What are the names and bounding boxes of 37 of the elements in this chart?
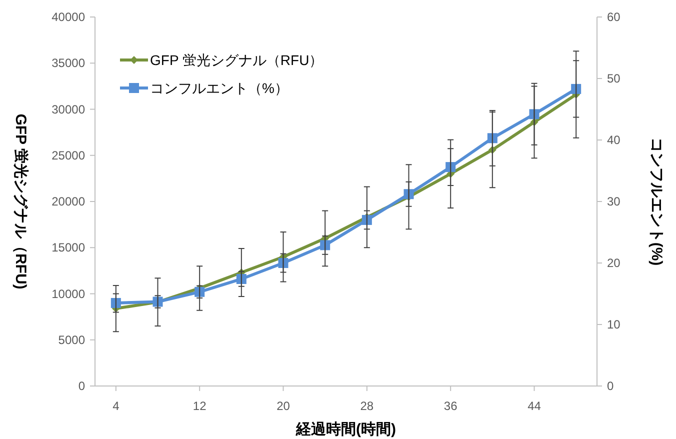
point (278, 258, 288, 268)
y-tick-label: 10000 (52, 286, 86, 301)
point (404, 189, 414, 200)
x-axis-title: 経過時間(時間) (295, 421, 396, 438)
y2-tick-label: 50 (607, 72, 621, 86)
y-tick-label: 30000 (52, 102, 86, 116)
y2-axis-title: コンフルエント(%) (648, 137, 665, 266)
y2-tick-label: 20 (607, 256, 621, 270)
y2-tick-label: 10 (607, 318, 621, 332)
y-axis-title: GFP 蛍光シグナル（RFU) (12, 114, 29, 290)
x-tick-label: 44 (528, 399, 542, 413)
y-tick-label: 5000 (58, 332, 86, 347)
point (571, 84, 582, 94)
x-tick-label: 20 (276, 399, 290, 413)
point (362, 214, 372, 225)
point (320, 240, 330, 250)
x-tick-label: 28 (360, 399, 374, 413)
point (110, 298, 121, 308)
y2-tick-label: 60 (607, 10, 621, 24)
x-tick-label: 36 (444, 399, 458, 413)
x-tick-label: 4 (112, 399, 120, 413)
point (236, 274, 246, 284)
y-tick-label: 15000 (52, 240, 86, 255)
legend-label: コンフルエント（%） (150, 80, 288, 96)
point (446, 162, 456, 172)
y2-tick-label: 40 (607, 133, 621, 147)
y-tick-label: 35000 (52, 56, 86, 70)
y2-tick-label: 0 (607, 379, 614, 393)
y-tick-label: 20000 (52, 194, 86, 208)
y-tick-label: 0 (78, 379, 86, 393)
point (529, 109, 540, 120)
y2-tick-label: 30 (607, 194, 621, 208)
y-tick-label: 25000 (52, 148, 86, 162)
x-tick-label: 12 (192, 399, 207, 413)
point (487, 133, 498, 144)
y-tick-label: 40000 (52, 10, 86, 24)
legend-label: GFP 蛍光シグナル（RFU） (150, 52, 324, 68)
